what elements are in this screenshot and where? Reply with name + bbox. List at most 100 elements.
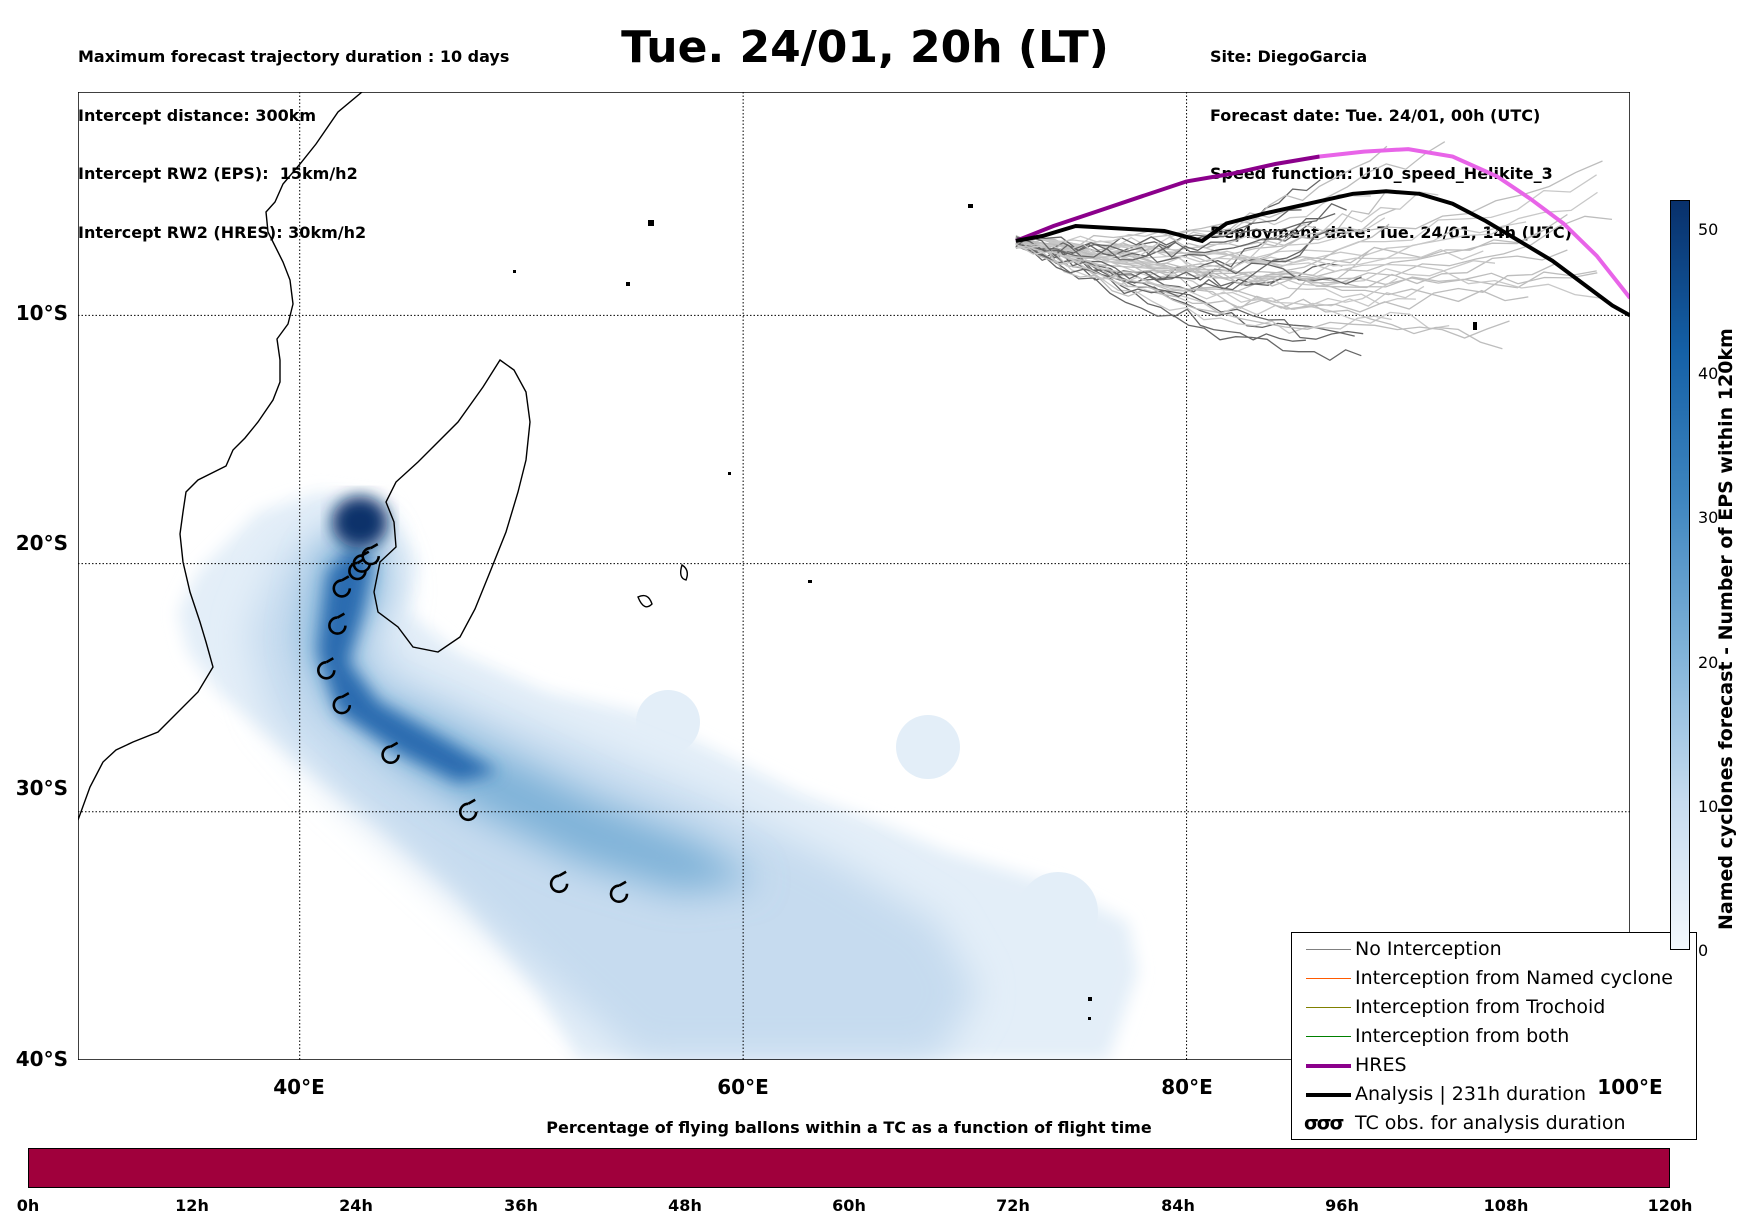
legend-item-no-interception: No Interception — [1292, 937, 1696, 963]
cyclone-icon — [348, 557, 367, 581]
colorbar-tick: 20 — [1698, 653, 1719, 672]
density-field — [178, 492, 1138, 1060]
intercept-eps-text: Intercept RW2 (EPS): 15km/h2 — [78, 164, 358, 183]
legend-swatch — [1306, 1007, 1351, 1008]
ensemble-track-line — [1015, 191, 1439, 251]
ensemble-track-line — [1015, 243, 1392, 335]
lat-label-30s: 30°S — [15, 776, 68, 800]
island-dot — [1088, 997, 1092, 1001]
ensemble-tracks — [1015, 141, 1613, 362]
cyclone-icon — [317, 657, 336, 680]
island-dot — [1473, 322, 1477, 330]
legend-label: Interception from Named cyclone — [1355, 967, 1673, 989]
lat-label-40s: 40°S — [15, 1047, 68, 1071]
cyclone-icon — [361, 542, 381, 566]
lon-label-60e: 60°E — [717, 1075, 769, 1099]
flight-time-tick: 108h — [1483, 1196, 1529, 1215]
lon-label-40e: 40°E — [273, 1075, 325, 1099]
flight-time-tick: 96h — [1325, 1196, 1359, 1215]
density-peak — [332, 496, 388, 548]
legend-item-trochoid: Interception from Trochoid — [1292, 995, 1696, 1021]
flight-time-tick: 24h — [339, 1196, 373, 1215]
legend-item-hres: HRES — [1292, 1053, 1696, 1079]
legend-label: No Interception — [1355, 938, 1502, 960]
hres-track-extended — [1319, 147, 1630, 300]
flight-time-bar — [28, 1148, 1670, 1188]
hres-track — [1015, 154, 1320, 243]
ensemble-track-line — [1015, 209, 1302, 261]
island-dot — [626, 282, 630, 286]
island-dot — [728, 472, 731, 475]
forecast-date-text: Forecast date: Tue. 24/01, 00h (UTC) — [1210, 105, 1541, 125]
colorbar-tick: 0 — [1698, 941, 1709, 960]
legend-swatch — [1306, 1064, 1351, 1068]
ensemble-track-line — [1015, 238, 1425, 316]
cyclone-icon — [458, 798, 478, 822]
ensemble-track-line — [1015, 160, 1603, 256]
cyclone-icon — [381, 741, 400, 764]
islands — [513, 204, 1477, 1020]
flight-time-tick: 60h — [832, 1196, 866, 1215]
legend-swatch — [1306, 1036, 1351, 1037]
ensemble-track-line — [1015, 230, 1329, 281]
analysis-track — [1015, 189, 1630, 318]
map-panel: No Interception Interception from Named … — [78, 92, 1697, 1140]
header-left-info: Maximum forecast trajectory duration : 1… — [78, 8, 509, 262]
ensemble-track-line — [1015, 236, 1529, 303]
cyclone-icon — [549, 870, 569, 894]
legend-item-tc-obs: σσσ TC obs. for analysis duration — [1292, 1111, 1696, 1137]
legend-label: Analysis | 231h duration — [1355, 1083, 1587, 1105]
flight-time-tick: 72h — [996, 1196, 1030, 1215]
max-duration-text: Maximum forecast trajectory duration : 1… — [78, 47, 510, 66]
africa-coastline — [78, 92, 363, 821]
legend-swatch — [1306, 1093, 1351, 1097]
colorbar-label: Named cyclones forecast - Number of EPS … — [1715, 328, 1737, 930]
ensemble-track-line — [1015, 237, 1315, 298]
flight-time-tick: 0h — [16, 1196, 40, 1215]
ensemble-track-line — [1015, 212, 1336, 259]
density-mid — [248, 522, 978, 1060]
ensemble-track-line — [1015, 237, 1510, 339]
island-dot — [968, 204, 973, 208]
island-dot — [808, 580, 812, 583]
colorbar — [1670, 200, 1690, 950]
flight-time-tick: 120h — [1647, 1196, 1693, 1215]
map-legend: No Interception Interception from Named … — [1291, 932, 1697, 1140]
island-dot — [648, 220, 654, 226]
lat-label-20s: 20°S — [15, 531, 68, 555]
page-title: Tue. 24/01, 20h (LT) — [621, 22, 1109, 73]
cyclone-symbol-icon: σσσ — [1304, 1112, 1344, 1134]
legend-label: Interception from both — [1355, 1025, 1570, 1047]
island-dot — [513, 270, 516, 273]
madagascar-coastline — [373, 358, 531, 653]
ensemble-track-line — [1015, 241, 1557, 313]
site-text: Site: DiegoGarcia — [1210, 47, 1368, 66]
flight-time-bar-title: Percentage of flying ballons within a TC… — [546, 1118, 1152, 1137]
density-blob-2 — [896, 715, 960, 779]
map-canvas — [78, 92, 1630, 1060]
ensemble-track-line — [1015, 243, 1496, 287]
island-dot — [1088, 1017, 1091, 1020]
tc-observations — [317, 542, 629, 903]
legend-item-named-cyclone: Interception from Named cyclone — [1292, 966, 1696, 992]
density-core — [318, 547, 498, 782]
lon-label-100e: 100°E — [1597, 1075, 1663, 1099]
lat-label-10s: 10°S — [15, 301, 68, 325]
colorbar-tick: 40 — [1698, 364, 1719, 383]
ensemble-track-line — [1015, 243, 1568, 289]
legend-swatch — [1306, 978, 1351, 979]
legend-label: TC obs. for analysis duration — [1355, 1112, 1626, 1134]
intercept-distance-text: Intercept distance: 300km — [78, 105, 317, 125]
ensemble-track-line — [1015, 217, 1386, 263]
intercept-hres-text: Intercept RW2 (HRES): 30km/h2 — [78, 222, 367, 242]
ensemble-track-line — [1015, 145, 1388, 248]
lon-label-80e: 80°E — [1161, 1075, 1213, 1099]
ensemble-track-line — [1015, 235, 1598, 288]
flight-time-tick: 36h — [504, 1196, 538, 1215]
ensemble-track-line — [1015, 141, 1446, 250]
legend-swatch — [1306, 949, 1351, 950]
flight-time-tick: 12h — [175, 1196, 209, 1215]
flight-time-tick: 84h — [1161, 1196, 1195, 1215]
legend-item-both: Interception from both — [1292, 1024, 1696, 1050]
colorbar-tick: 30 — [1698, 508, 1719, 527]
